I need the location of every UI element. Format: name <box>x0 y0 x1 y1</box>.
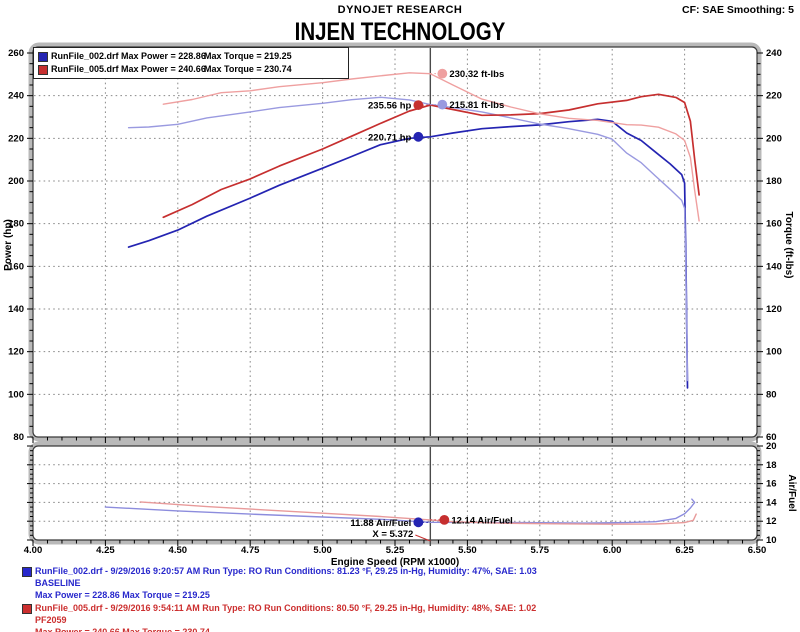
legend-torque: Max Torque = 219.25 <box>204 51 292 61</box>
svg-text:10: 10 <box>766 535 777 546</box>
legend-box: RunFile_002.drf Max Power = 228.86 Max T… <box>33 47 349 79</box>
svg-text:240: 240 <box>8 91 24 102</box>
run-info-pf2059: RunFile_005.drf - 9/29/2016 9:54:11 AM R… <box>22 602 792 632</box>
run-info-baseline: RunFile_002.drf - 9/29/2016 9:20:57 AM R… <box>22 565 792 601</box>
legend-file-power: RunFile_002.drf Max Power = 228.86 <box>51 51 206 61</box>
svg-text:200: 200 <box>8 176 24 187</box>
svg-text:215.81 ft-lbs: 215.81 ft-lbs <box>449 100 504 111</box>
run-swatch-red <box>22 604 32 614</box>
svg-text:4.75: 4.75 <box>241 545 260 556</box>
svg-text:4.00: 4.00 <box>24 545 43 556</box>
axis-ticks <box>27 52 763 546</box>
curve-runfile-002-air-fuel <box>104 498 696 524</box>
annotation-235.56-hp: 235.56 hp <box>368 100 431 112</box>
legend-swatch-red <box>38 65 48 75</box>
cursor-x-label: X = 5.372 <box>372 529 431 542</box>
svg-text:11.88 Air/Fuel: 11.88 Air/Fuel <box>350 518 411 529</box>
svg-text:4.50: 4.50 <box>169 545 188 556</box>
legend-torque: Max Torque = 230.74 <box>204 64 292 74</box>
annotation-230.32-ft-lbs: 230.32 ft-lbs <box>430 68 504 80</box>
run-conditions-line: RunFile_002.drf - 9/29/2016 9:20:57 AM R… <box>22 565 792 577</box>
power-axis-title: Power (hp) <box>3 219 14 271</box>
svg-text:6.00: 6.00 <box>603 545 622 556</box>
svg-text:260: 260 <box>8 48 24 59</box>
run-conditions-text: RunFile_002.drf - 9/29/2016 9:20:57 AM R… <box>35 566 537 576</box>
annotation-215.81-ft-lbs: 215.81 ft-lbs <box>430 99 504 111</box>
svg-text:220: 220 <box>766 91 782 102</box>
svg-text:5.00: 5.00 <box>313 545 332 556</box>
svg-text:X = 5.372: X = 5.372 <box>372 529 413 540</box>
svg-text:180: 180 <box>766 176 782 187</box>
svg-text:200: 200 <box>766 133 782 144</box>
graph-title: INJEN TECHNOLOGY <box>294 18 506 46</box>
header-correction-info: CF: SAE Smoothing: 5 <box>682 4 794 16</box>
svg-text:230.32 ft-lbs: 230.32 ft-lbs <box>449 69 504 80</box>
svg-text:5.75: 5.75 <box>531 545 550 556</box>
svg-text:140: 140 <box>766 261 782 272</box>
run-max-values: Max Power = 240.66 Max Torque = 230.74 <box>35 627 210 632</box>
svg-text:80: 80 <box>766 389 777 400</box>
torque-axis-title: Torque (ft-lbs) <box>783 211 794 278</box>
svg-text:18: 18 <box>766 460 777 471</box>
run-label: BASELINE <box>35 578 81 588</box>
svg-text:4.25: 4.25 <box>96 545 115 556</box>
svg-text:12: 12 <box>766 516 777 527</box>
svg-text:6.25: 6.25 <box>675 545 694 556</box>
annotation-12.14-air-fuel: 12.14 Air/Fuel <box>430 514 513 526</box>
svg-text:180: 180 <box>8 219 24 230</box>
axis-tick-labels: 260 240 220 200 180 160 140 120 100 80 240 220 200 18… <box>8 48 782 556</box>
svg-text:140: 140 <box>8 304 24 315</box>
run-label: PF2059 <box>35 615 67 625</box>
svg-text:220: 220 <box>8 133 24 144</box>
legend-swatch-blue <box>38 52 48 62</box>
curve-runfile-005-torque <box>162 72 700 222</box>
svg-text:100: 100 <box>766 347 782 358</box>
run-max-values: Max Power = 228.86 Max Torque = 219.25 <box>35 590 210 600</box>
svg-text:12.14 Air/Fuel: 12.14 Air/Fuel <box>451 515 512 526</box>
curve-runfile-002-power <box>127 118 689 389</box>
svg-text:60: 60 <box>766 432 777 443</box>
header-company: DYNOJET RESEARCH <box>337 4 463 16</box>
rpm-axis-title: Engine Speed (RPM x1000) <box>331 557 459 568</box>
svg-text:160: 160 <box>8 261 24 272</box>
svg-text:160: 160 <box>766 219 782 230</box>
annotation-220.71-hp: 220.71 hp <box>368 131 431 143</box>
run-swatch-blue <box>22 567 32 577</box>
annotation-11.88-air-fuel: 11.88 Air/Fuel <box>350 517 431 529</box>
svg-text:120: 120 <box>766 304 782 315</box>
axis-titles: Power (hp) Torque (ft-lbs) Air/Fuel Engine … <box>3 211 797 568</box>
svg-text:20: 20 <box>766 441 777 452</box>
svg-text:120: 120 <box>8 347 24 358</box>
svg-text:235.56 hp: 235.56 hp <box>368 101 411 112</box>
svg-text:220.71 hp: 220.71 hp <box>368 132 411 143</box>
curve-runfile-005-air-fuel <box>139 501 697 525</box>
svg-text:16: 16 <box>766 479 777 490</box>
svg-text:80: 80 <box>13 432 24 443</box>
svg-text:14: 14 <box>766 497 777 508</box>
legend-file-power: RunFile_005.drf Max Power = 240.66 <box>51 64 206 74</box>
svg-text:240: 240 <box>766 48 782 59</box>
run-conditions-line: RunFile_005.drf - 9/29/2016 9:54:11 AM R… <box>22 602 792 614</box>
gridlines <box>34 49 756 539</box>
curve-runfile-005-power <box>162 93 700 219</box>
svg-text:6.50: 6.50 <box>748 545 767 556</box>
svg-text:5.25: 5.25 <box>386 545 405 556</box>
svg-text:100: 100 <box>8 389 24 400</box>
svg-text:5.50: 5.50 <box>458 545 477 556</box>
airfuel-axis-title: Air/Fuel <box>786 474 797 511</box>
run-conditions-text: RunFile_005.drf - 9/29/2016 9:54:11 AM R… <box>35 603 537 613</box>
run-info-footer: RunFile_002.drf - 9/29/2016 9:20:57 AM R… <box>22 565 792 632</box>
